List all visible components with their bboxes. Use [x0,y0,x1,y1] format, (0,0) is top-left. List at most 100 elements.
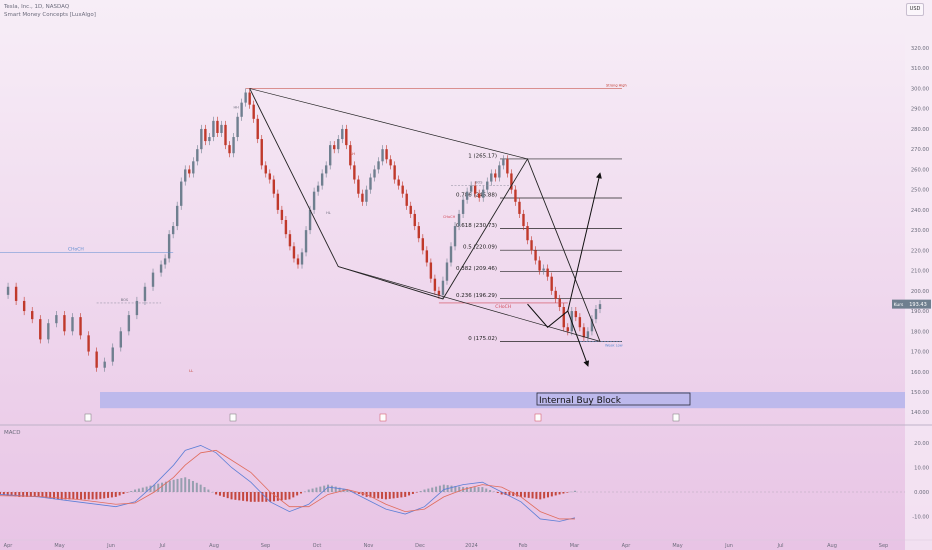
macd-histogram-bar [442,484,445,492]
macd-histogram-bar [149,485,152,492]
candle-body [510,173,513,190]
candle-body [244,92,247,103]
x-tick-label: May [672,543,682,549]
candle-body [329,145,332,166]
candle-body [574,311,578,318]
x-tick-label: Apr [4,543,14,549]
weak-low-label: Weak Low [605,343,623,347]
fib-level-label: 0.786 (245.88) [456,192,497,198]
macd-histogram-bar [265,492,268,502]
macd-histogram-bar [110,492,113,498]
candle-body [385,149,388,160]
macd-histogram-bar [435,486,438,492]
macd-histogram-bar [45,492,48,498]
macd-histogram-bar [76,492,79,500]
macd-histogram-bar [114,492,117,497]
y-tick-label: 180.00 [911,329,929,335]
macd-histogram-bar [288,492,291,500]
candle-body [71,317,74,332]
macd-histogram-bar [369,492,372,498]
y-tick-label: 280.00 [911,127,929,133]
candle-body [445,262,449,281]
macd-histogram-bar [56,492,59,500]
macd-histogram-bar [60,492,63,500]
candle-body [316,185,320,192]
macd-histogram-bar [438,485,441,492]
macd-histogram-bar [423,489,426,492]
y-tick-label: 160.00 [911,370,929,376]
y-tick-label: 260.00 [911,167,929,173]
macd-histogram-bar [41,492,44,498]
macd-histogram-bar [381,492,384,499]
fib-level-label: 0.236 (196.29) [456,293,497,299]
candle-body [103,361,106,368]
candle-body [421,238,425,251]
macd-histogram-bar [22,492,25,497]
candle-body [268,173,271,180]
x-tick-label: 2024 [465,543,478,549]
macd-histogram-bar [469,487,472,492]
candle-body [393,165,396,180]
candle-body [47,323,50,340]
candle-body [180,181,183,206]
candle-body [578,317,582,328]
candle-body [135,300,139,316]
candle-body [494,173,497,178]
event-marker [672,413,680,422]
channel-line [338,266,601,342]
candle-body [224,124,227,146]
swing-label: LL [189,369,193,373]
candle-body [482,189,485,198]
y-tick-label: 220.00 [911,248,929,254]
macd-histogram-bar [396,492,399,498]
macd-histogram-bar [122,492,125,494]
candle-body [453,226,457,247]
candle-body [288,234,292,247]
channel-line [249,88,528,160]
candle-body [95,351,98,368]
y-tick-label: 270.00 [911,147,929,153]
candle-body [365,189,368,202]
candle-body [320,173,324,186]
candle-body [498,165,501,178]
macd-histogram-bar [245,492,248,502]
macd-histogram-bar [99,492,102,499]
candle-body [55,315,58,324]
macd-histogram-bar [400,492,403,498]
currency-button[interactable]: USD [906,3,924,16]
macd-histogram-bar [242,492,245,501]
order-block-label: Internal Buy Block [539,396,622,406]
macd-histogram-bar [323,485,326,492]
macd-histogram-bar [53,492,56,499]
macd-histogram-bar [126,492,129,493]
macd-histogram-bar [458,486,461,492]
x-tick-label: Jul [776,543,783,549]
candle-body [457,213,461,227]
x-tick-label: Sep [879,543,888,549]
candle-body [441,280,445,295]
macd-histogram-bar [253,492,256,502]
macd-histogram-bar [319,486,322,492]
candle-body [590,319,594,332]
y-tick-label: 230.00 [911,228,929,234]
candle-body [216,120,219,133]
macd-histogram-bar [296,492,299,496]
macd-histogram-bar [238,492,241,501]
y-tick-label: 170.00 [911,350,929,356]
candle-body [550,276,553,291]
y-tick-label: 320.00 [911,46,929,52]
y-tick-label: 190.00 [911,309,929,315]
y-tick-label: 290.00 [911,107,929,113]
candle-body [506,159,509,174]
macd-histogram-bar [408,492,411,496]
candle-body [204,128,207,142]
macd-histogram-bar [134,489,137,492]
x-tick-label: Dec [415,543,425,549]
bos-label: BOS [121,298,129,302]
macd-histogram-bar [485,488,488,492]
candle-body [228,145,231,154]
candle-body [208,137,211,142]
macd-histogram-bar [492,491,495,493]
macd-histogram-bar [384,492,387,500]
